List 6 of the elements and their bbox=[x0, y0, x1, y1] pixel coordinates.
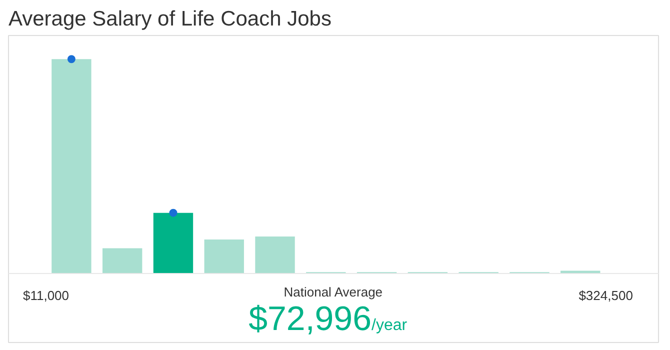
x-tick-label: $11,000 bbox=[22, 288, 70, 303]
x-tick-label: $324,500 bbox=[578, 288, 633, 303]
text: National Average bbox=[284, 284, 383, 300]
text: /year bbox=[372, 316, 408, 334]
chart-title: Average Salary of Life Coach Jobs bbox=[8, 8, 332, 30]
text: $72,996 bbox=[248, 300, 372, 338]
